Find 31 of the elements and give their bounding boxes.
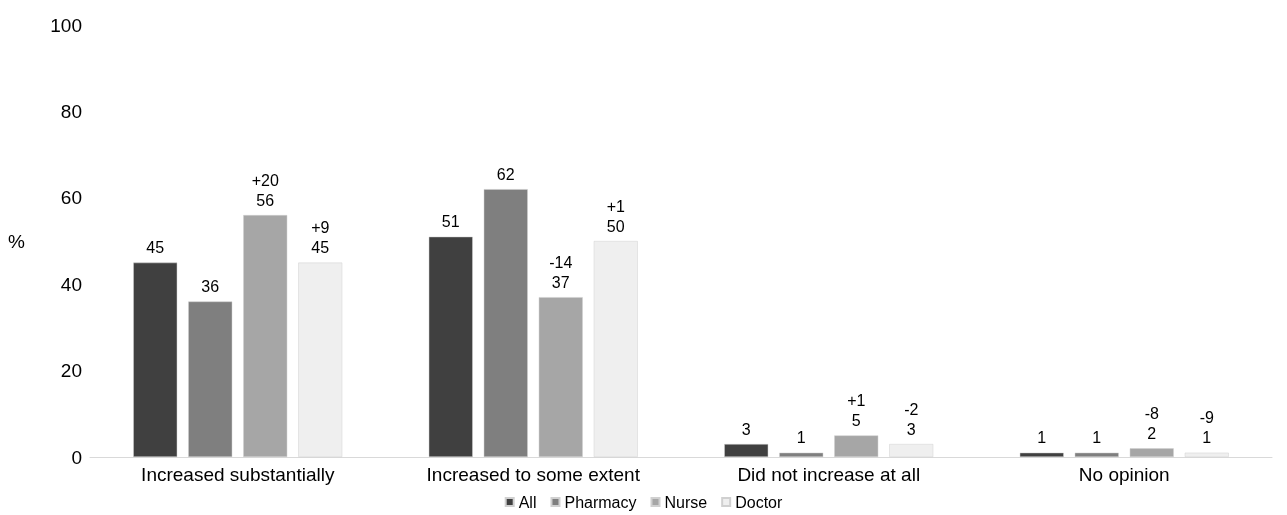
data-label: +1 5	[847, 391, 866, 429]
data-label: +20 56	[251, 171, 279, 209]
y-tick-label: 100	[50, 14, 82, 36]
data-label: -14 37	[549, 253, 573, 291]
y-tick-label: 20	[60, 360, 82, 382]
data-label: -2 3	[904, 400, 919, 438]
data-label: 51	[441, 213, 460, 231]
data-label: 3	[741, 420, 751, 438]
data-label: -8 2	[1144, 404, 1159, 442]
data-label: +1 50	[606, 197, 625, 235]
data-label: 36	[201, 277, 220, 295]
y-tick-label: 80	[60, 100, 82, 122]
y-tick-label: 0	[71, 446, 82, 468]
legend-label: Pharmacy	[564, 493, 637, 511]
y-tick-label: 60	[60, 187, 82, 209]
legend-label: Doctor	[735, 493, 783, 511]
x-tick-label: Increased substantially	[141, 464, 335, 485]
data-label: 62	[496, 165, 515, 183]
legend-label: All	[518, 493, 537, 511]
y-tick-label: 40	[60, 273, 82, 295]
legend-label: Nurse	[664, 493, 708, 511]
x-tick-label: No opinion	[1078, 464, 1170, 485]
data-label: 1	[1037, 429, 1047, 447]
y-axis-title: %	[8, 230, 26, 252]
data-label: 1	[1092, 429, 1102, 447]
data-label: 1	[796, 429, 806, 447]
data-label: 45	[146, 239, 165, 257]
x-tick-label: Did not increase at all	[737, 464, 921, 485]
data-label: -9 1	[1199, 409, 1214, 447]
x-tick-label: Increased to some extent	[426, 464, 641, 485]
data-label: +9 45	[311, 219, 330, 257]
